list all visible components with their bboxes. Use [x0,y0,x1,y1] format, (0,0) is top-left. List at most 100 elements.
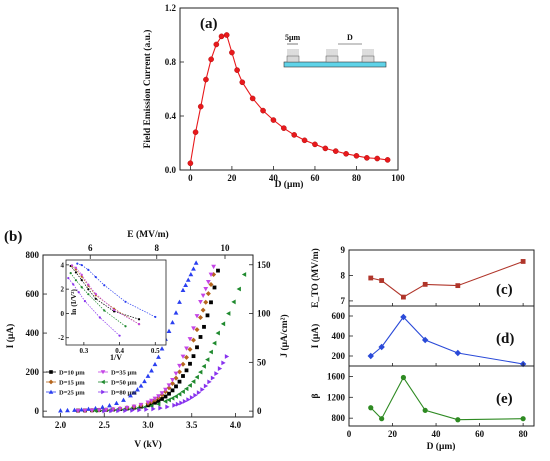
panel-a-point [322,145,329,152]
legend-marker [100,370,106,375]
panel-b-y-tick-label: 200 [26,367,40,377]
panel-a-point [312,141,318,148]
panel-b-point [180,287,186,293]
panel-b-y-tick-label: 400 [26,328,40,338]
pillar-block [286,55,300,63]
legend-marker [100,379,105,385]
panel-b-point [193,260,199,265]
panel-b-x-tick-label: 3.5 [186,420,198,430]
panel-a-point [270,117,277,123]
inset-line [71,265,140,325]
panel-b-point [202,324,206,329]
panel-b-ylabel: I (μA) [5,324,16,349]
panel-b-point [167,391,171,396]
panel-b-point [208,349,213,355]
panel-b-point [79,407,84,412]
panel-b-point [65,407,70,413]
legend-marker [101,389,106,395]
panel-b-point [191,266,196,271]
panel-e-point [368,405,374,411]
panel-c: 7 8 9 (c) E_TO (MV/m) [310,245,535,308]
panel-b-point [159,391,165,396]
panel-b-point [196,390,202,396]
panel-b-point [208,281,214,287]
panel-e-point [520,416,526,422]
panel-b-point [205,313,210,318]
panel-b-point [211,264,217,270]
panel-b-point [131,390,137,395]
panel-a-x-tick-label: 0 [188,173,193,183]
panel-b-point [224,354,230,359]
panel-a-label: (a) [200,16,218,32]
panel-e-frame [348,365,535,427]
panel-b-point [236,286,241,292]
panel-b-point [158,405,163,411]
inset-y-tick-label: 0 [61,310,65,318]
panel-b-point [203,287,209,292]
panel-b-point [174,384,178,389]
panel-b-point [173,375,179,381]
panel-b-point [160,397,164,401]
panel-b-point [189,395,195,400]
panel-b-point [116,408,121,414]
panel-b-point [177,299,182,304]
panel-b-point [124,405,130,411]
panel-e-x-tick-label: 60 [475,429,485,439]
panel-b-point [145,400,151,405]
panel-b-point [163,387,168,393]
inset-line [70,265,140,320]
panel-a-point [192,129,199,135]
panel-b-y-tick-label: 800 [26,250,40,260]
panel-b-point [191,326,196,331]
panel-b-point [156,399,161,403]
panel-b-point [200,307,206,313]
panel-b-point [166,397,171,403]
legend-label: D=35 μm [111,370,137,377]
panel-b-points [58,260,247,414]
panel-b-point [138,383,144,388]
panel-b-point [209,300,213,305]
panel-b-point [170,380,175,386]
panel-b-point [152,361,158,367]
panel-b-point [208,272,214,277]
panel-b-top-tick-label: 6 [88,243,93,253]
panel-b-x-tick-label: 4.0 [230,420,242,430]
panel-b-point [191,337,196,343]
pillar-block [361,55,375,63]
panel-a-xlabel: D (μm) [275,179,304,190]
panel-e-label: (e) [496,391,513,407]
panel-b-point [107,403,112,408]
panel-d-y-tick-label: 200 [332,351,346,361]
panel-b-point [130,407,135,413]
panel-b-point [187,337,193,342]
panel-a-schematic: 5μm D [283,33,387,68]
panel-b-point [194,327,200,333]
inset-ticks: 0.3 0.4 0.5 -2 0 2 4 [58,261,160,355]
panel-e-xlabel: D (μm) [427,441,456,452]
panel-a-y-tick-label: 0.8 [165,57,177,67]
panel-e-point [455,417,461,423]
panel-a-point [239,79,246,86]
panel-c-point [422,281,428,287]
panel-b-point [82,408,88,414]
panel-b-point [153,400,157,405]
panel-c-point [379,278,385,283]
panel-d-point [400,313,407,321]
panel-a-point [203,76,209,83]
panel-b-point [166,385,172,391]
panel-b-point [159,346,165,351]
panel-e-x-tick-label: 80 [519,429,529,439]
panel-b-top-ticks: 6 8 10 [88,243,230,259]
panel-c-point [401,294,406,300]
panel-b-point [221,360,226,366]
panel-b-point [198,335,203,339]
panel-b-point [131,404,137,409]
panel-a-y-tick-label: 1.2 [165,3,177,13]
legend-label: D=25 μm [59,390,85,397]
panel-b-x-tick-label: 3.0 [142,420,154,430]
panel-b-point [177,391,182,397]
panel-b-point [170,395,175,401]
panel-b-point [166,383,172,388]
panel-b-point [173,393,178,399]
panel-a-x-tick-label: 80 [352,173,362,183]
